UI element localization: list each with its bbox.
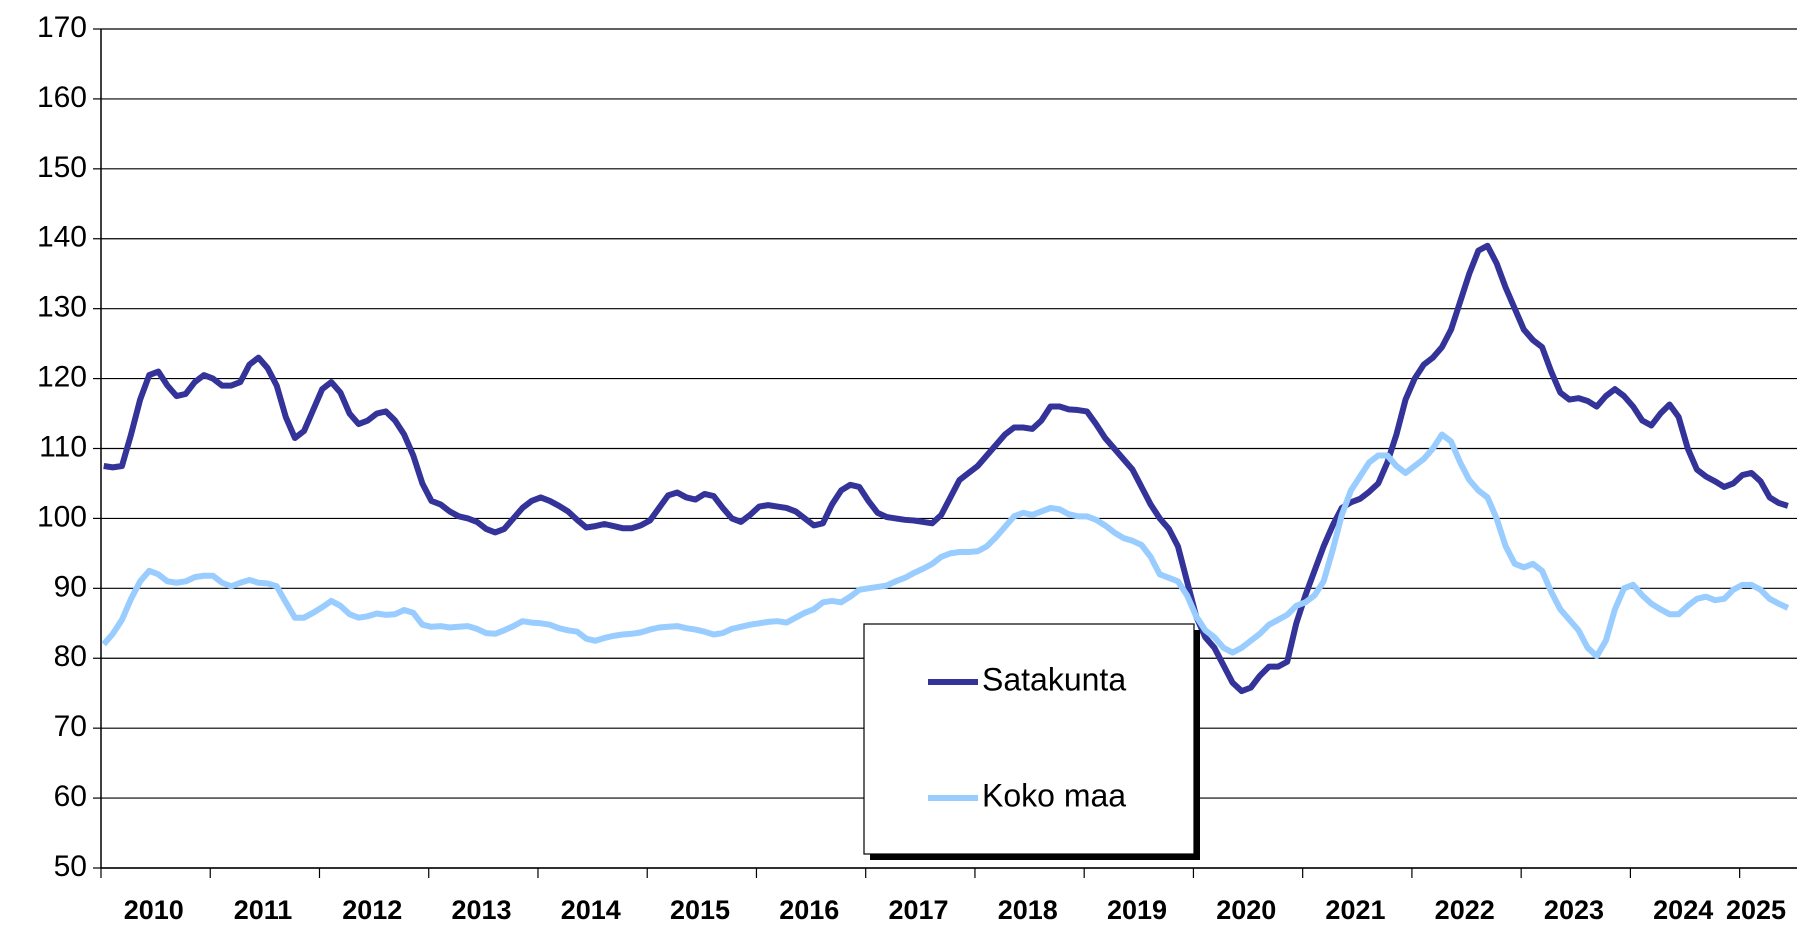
x-tick-label: 2024	[1653, 895, 1713, 925]
x-tick-label: 2014	[561, 895, 621, 925]
y-tick-label: 50	[54, 850, 87, 883]
x-tick-label: 2012	[342, 895, 402, 925]
y-tick-label: 90	[54, 570, 87, 603]
legend-label: Satakunta	[982, 661, 1126, 697]
y-tick-label: 70	[54, 710, 87, 743]
y-tick-label: 140	[37, 221, 87, 254]
x-tick-label: 2010	[124, 895, 184, 925]
y-tick-label: 80	[54, 640, 87, 673]
y-tick-label: 130	[37, 291, 87, 324]
x-tick-label: 2021	[1325, 895, 1385, 925]
x-tick-label: 2020	[1216, 895, 1276, 925]
y-tick-label: 60	[54, 780, 87, 813]
x-tick-label: 2016	[779, 895, 839, 925]
x-tick-label: 2022	[1435, 895, 1495, 925]
x-tick-label: 2015	[670, 895, 730, 925]
x-tick-label: 2017	[888, 895, 948, 925]
legend: Satakunta Koko maa	[863, 623, 1200, 860]
y-tick-label: 170	[37, 11, 87, 44]
y-tick-label: 160	[37, 81, 87, 114]
y-tick-label: 150	[37, 151, 87, 184]
x-tick-label: 2018	[998, 895, 1058, 925]
x-tick-label: 2025	[1726, 895, 1786, 925]
legend-label: Koko maa	[982, 777, 1126, 813]
series-line	[101, 431, 1790, 660]
y-tick-label: 110	[39, 430, 87, 463]
x-tick-label: 2013	[451, 895, 511, 925]
x-tick-label: 2023	[1544, 895, 1604, 925]
x-tick-label: 2011	[234, 895, 293, 925]
y-tick-label: 120	[37, 361, 87, 394]
x-tick-label: 2019	[1107, 895, 1167, 925]
legend-box	[863, 623, 1195, 855]
series-line	[103, 242, 1789, 695]
y-tick-label: 100	[37, 500, 87, 533]
